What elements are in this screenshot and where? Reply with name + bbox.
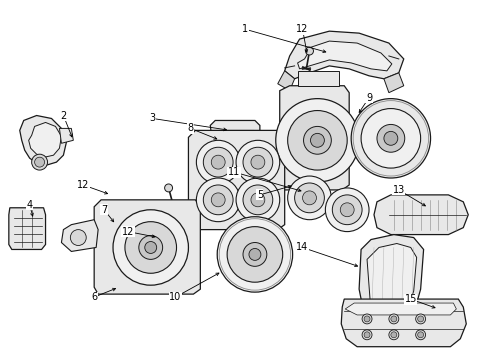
Text: 3: 3 — [149, 113, 156, 123]
Circle shape — [236, 140, 279, 184]
Circle shape — [350, 99, 429, 178]
Polygon shape — [61, 220, 98, 251]
Circle shape — [211, 193, 224, 207]
Circle shape — [325, 188, 368, 231]
Text: 13: 13 — [392, 185, 404, 195]
Text: 10: 10 — [169, 292, 181, 302]
Polygon shape — [383, 73, 403, 93]
Polygon shape — [94, 200, 200, 294]
Circle shape — [248, 248, 260, 260]
Circle shape — [211, 155, 224, 169]
Polygon shape — [20, 116, 66, 165]
Circle shape — [264, 156, 278, 170]
Circle shape — [364, 316, 369, 322]
Polygon shape — [277, 71, 294, 91]
Circle shape — [376, 125, 404, 152]
Circle shape — [243, 147, 272, 177]
Text: 12: 12 — [296, 24, 308, 34]
Circle shape — [417, 316, 423, 322]
Text: 12: 12 — [77, 180, 89, 190]
Circle shape — [390, 332, 396, 338]
Circle shape — [70, 230, 86, 246]
Circle shape — [364, 332, 369, 338]
Circle shape — [144, 242, 156, 253]
Circle shape — [250, 193, 264, 207]
Text: 1: 1 — [242, 24, 247, 34]
Circle shape — [388, 330, 398, 340]
Circle shape — [287, 111, 346, 170]
Circle shape — [196, 140, 240, 184]
Circle shape — [361, 330, 371, 340]
Text: 9: 9 — [365, 93, 371, 103]
Circle shape — [113, 210, 188, 285]
Text: 8: 8 — [187, 123, 193, 134]
Text: 2: 2 — [60, 111, 66, 121]
Text: 5: 5 — [256, 190, 263, 200]
Polygon shape — [60, 129, 73, 143]
Circle shape — [139, 235, 163, 260]
Circle shape — [383, 131, 397, 145]
Circle shape — [415, 314, 425, 324]
Circle shape — [32, 154, 47, 170]
Circle shape — [302, 191, 316, 205]
Text: 12: 12 — [122, 226, 134, 237]
Circle shape — [390, 316, 396, 322]
Polygon shape — [373, 195, 468, 235]
Circle shape — [226, 227, 282, 282]
Text: 7: 7 — [101, 205, 107, 215]
Circle shape — [415, 330, 425, 340]
Circle shape — [303, 126, 331, 154]
Circle shape — [124, 222, 176, 273]
Circle shape — [196, 178, 240, 222]
Polygon shape — [358, 235, 423, 331]
Circle shape — [305, 47, 313, 55]
Circle shape — [164, 184, 172, 192]
Text: 4: 4 — [26, 200, 33, 210]
Circle shape — [310, 133, 324, 147]
Polygon shape — [297, 41, 391, 71]
Polygon shape — [29, 122, 61, 157]
Polygon shape — [188, 130, 284, 230]
Text: 6: 6 — [91, 292, 97, 302]
Circle shape — [275, 99, 358, 182]
Circle shape — [35, 157, 44, 167]
Polygon shape — [9, 208, 45, 249]
Text: 15: 15 — [404, 294, 416, 304]
Polygon shape — [341, 299, 466, 347]
Circle shape — [332, 195, 361, 225]
Polygon shape — [345, 303, 455, 315]
Polygon shape — [366, 243, 416, 317]
Circle shape — [340, 203, 353, 217]
Circle shape — [236, 178, 279, 222]
Circle shape — [203, 185, 233, 215]
Polygon shape — [210, 121, 259, 145]
Circle shape — [203, 147, 233, 177]
Text: 14: 14 — [296, 243, 308, 252]
Circle shape — [250, 155, 264, 169]
Circle shape — [243, 185, 272, 215]
Circle shape — [253, 231, 262, 239]
Circle shape — [287, 176, 331, 220]
Polygon shape — [297, 71, 339, 86]
Polygon shape — [218, 130, 253, 140]
Circle shape — [243, 243, 266, 266]
Circle shape — [361, 314, 371, 324]
Circle shape — [217, 217, 292, 292]
Circle shape — [294, 183, 324, 213]
Polygon shape — [284, 31, 403, 79]
Circle shape — [417, 332, 423, 338]
Text: 11: 11 — [227, 167, 240, 177]
Polygon shape — [279, 86, 348, 190]
Polygon shape — [259, 150, 284, 175]
Circle shape — [360, 109, 420, 168]
Circle shape — [388, 314, 398, 324]
